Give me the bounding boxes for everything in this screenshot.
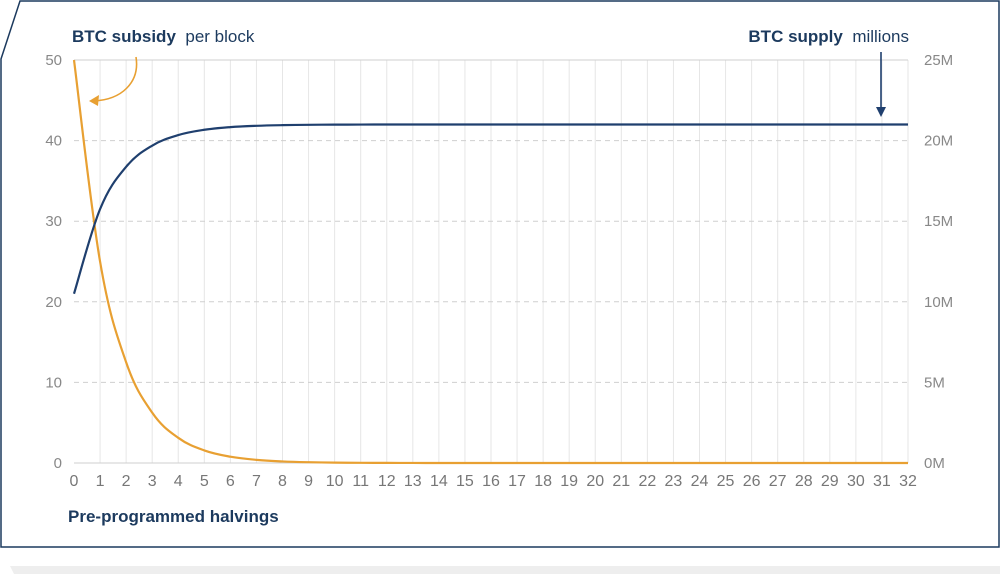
x-tick: 14: [430, 473, 448, 490]
x-tick: 9: [304, 473, 313, 490]
y-tick-left: 10: [45, 374, 62, 391]
y-tick-left: 0: [54, 455, 62, 472]
x-tick: 19: [560, 473, 578, 490]
y-tick-right: 25M: [924, 52, 953, 69]
series-line-btc-supply: [72, 123, 908, 295]
left-axis-label-strong: BTC subsidy: [72, 27, 176, 46]
x-tick: 21: [612, 473, 630, 490]
supply-callout-arrowhead: [876, 107, 886, 117]
y-tick-right: 10M: [924, 294, 953, 311]
x-tick: 20: [586, 473, 604, 490]
x-tick: 32: [899, 473, 917, 490]
x-tick: 0: [70, 473, 79, 490]
x-tick: 16: [482, 473, 500, 490]
x-tick: 30: [847, 473, 865, 490]
x-tick: 18: [534, 473, 552, 490]
x-tick: 29: [821, 473, 839, 490]
y-tick-right: 20M: [924, 133, 953, 150]
right-axis-label: BTC supply millions: [748, 27, 909, 46]
x-axis-label: Pre-programmed halvings: [68, 507, 279, 526]
y-tick-left: 20: [45, 294, 62, 311]
left-axis-label: BTC subsidy per block: [72, 27, 255, 46]
x-tick: 17: [508, 473, 526, 490]
y-tick-left: 50: [45, 52, 62, 69]
frame-shadow: [10, 566, 1000, 574]
y-tick-right: 0M: [924, 455, 945, 472]
x-tick: 27: [769, 473, 787, 490]
y-tick-left: 30: [45, 213, 62, 230]
subsidy-callout-arrowhead: [89, 95, 99, 106]
series-line-btc-subsidy: [72, 59, 908, 465]
y-tick-right: 15M: [924, 213, 953, 230]
x-tick: 15: [456, 473, 474, 490]
right-axis-ticks: 0M 5M 10M 15M 20M 25M: [924, 52, 953, 472]
x-tick: 10: [326, 473, 344, 490]
left-axis-label-light: per block: [185, 27, 254, 46]
left-axis-ticks: 0 10 20 30 40 50: [45, 52, 62, 472]
x-tick: 23: [665, 473, 683, 490]
x-tick: 5: [200, 473, 209, 490]
x-axis-ticks: 0 1 2 3 4 5 6 7 8 9 10 11 12 13 14 15 16 17 18 19 20 21 22 23 24…: [70, 473, 917, 490]
x-tick: 11: [352, 473, 369, 490]
x-tick: 4: [174, 473, 183, 490]
subsidy-callout-arrow: [92, 56, 138, 102]
x-tick: 1: [96, 473, 105, 490]
chart-frame: [0, 0, 1000, 548]
x-tick: 13: [404, 473, 422, 490]
x-tick: 25: [717, 473, 735, 490]
right-axis-label-strong: BTC supply: [748, 27, 843, 46]
right-axis-label-light: millions: [852, 27, 909, 46]
x-tick: 24: [691, 473, 709, 490]
x-tick: 26: [743, 473, 761, 490]
x-tick: 28: [795, 473, 813, 490]
x-tick: 6: [226, 473, 235, 490]
x-tick: 22: [638, 473, 656, 490]
x-tick: 8: [278, 473, 287, 490]
x-tick: 2: [122, 473, 131, 490]
y-tick-right: 5M: [924, 374, 945, 391]
y-tick-left: 40: [45, 133, 62, 150]
x-tick: 31: [873, 473, 891, 490]
x-tick: 12: [378, 473, 396, 490]
x-tick: 7: [252, 473, 261, 490]
x-tick: 3: [148, 473, 157, 490]
